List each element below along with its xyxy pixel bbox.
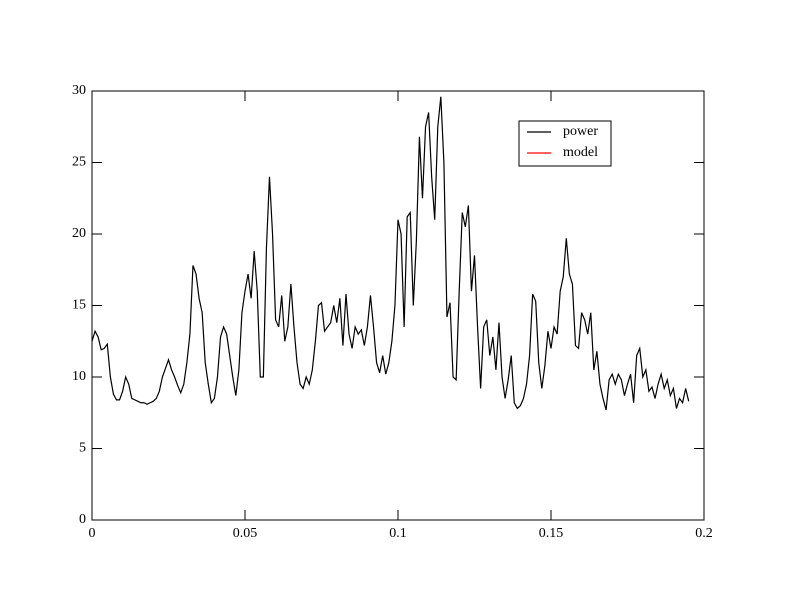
y-tick-label: 0: [79, 512, 86, 527]
legend-label: model: [563, 145, 598, 160]
series-line: [91, 96, 690, 411]
y-tick-label: 15: [72, 298, 86, 313]
y-tick-label: 25: [72, 155, 86, 170]
y-tick-label: 30: [72, 83, 86, 98]
legend-box: [518, 120, 612, 167]
x-tick-label: 0.15: [539, 526, 564, 541]
y-tick-label: 20: [72, 226, 86, 241]
x-tick-label: 0.2: [695, 526, 713, 541]
legend-label: power: [563, 124, 598, 139]
x-tick-label: 0.05: [233, 526, 258, 541]
y-tick-label: 10: [72, 369, 86, 384]
x-tick-label: 0.1: [389, 526, 407, 541]
x-tick-label: 0: [89, 526, 96, 541]
y-tick-label: 5: [79, 441, 86, 456]
plot-frame: [91, 90, 705, 521]
